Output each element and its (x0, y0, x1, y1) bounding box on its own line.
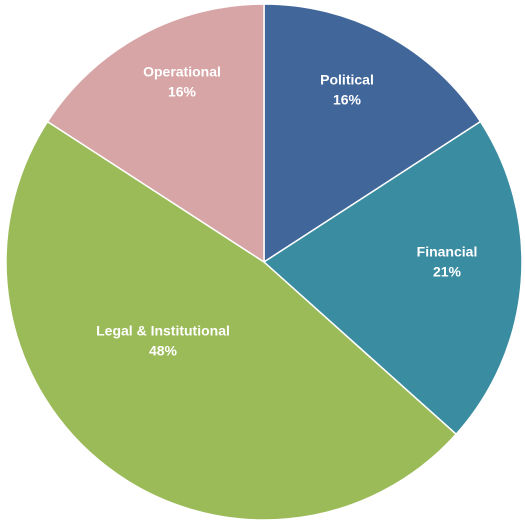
slice-value-label: 48% (149, 343, 178, 359)
slice-value-label: 21% (433, 264, 462, 280)
slice-value-label: 16% (333, 92, 362, 108)
pie-slice (5, 120, 458, 521)
pie-slice (263, 3, 482, 264)
slice-label: Political (320, 72, 374, 88)
slice-label: Legal & Institutional (96, 323, 230, 339)
slice-label: Financial (417, 244, 478, 260)
pie-slice (262, 120, 523, 436)
slice-label: Operational (143, 64, 221, 80)
pie-slice (46, 3, 265, 264)
slice-value-label: 16% (168, 84, 197, 100)
